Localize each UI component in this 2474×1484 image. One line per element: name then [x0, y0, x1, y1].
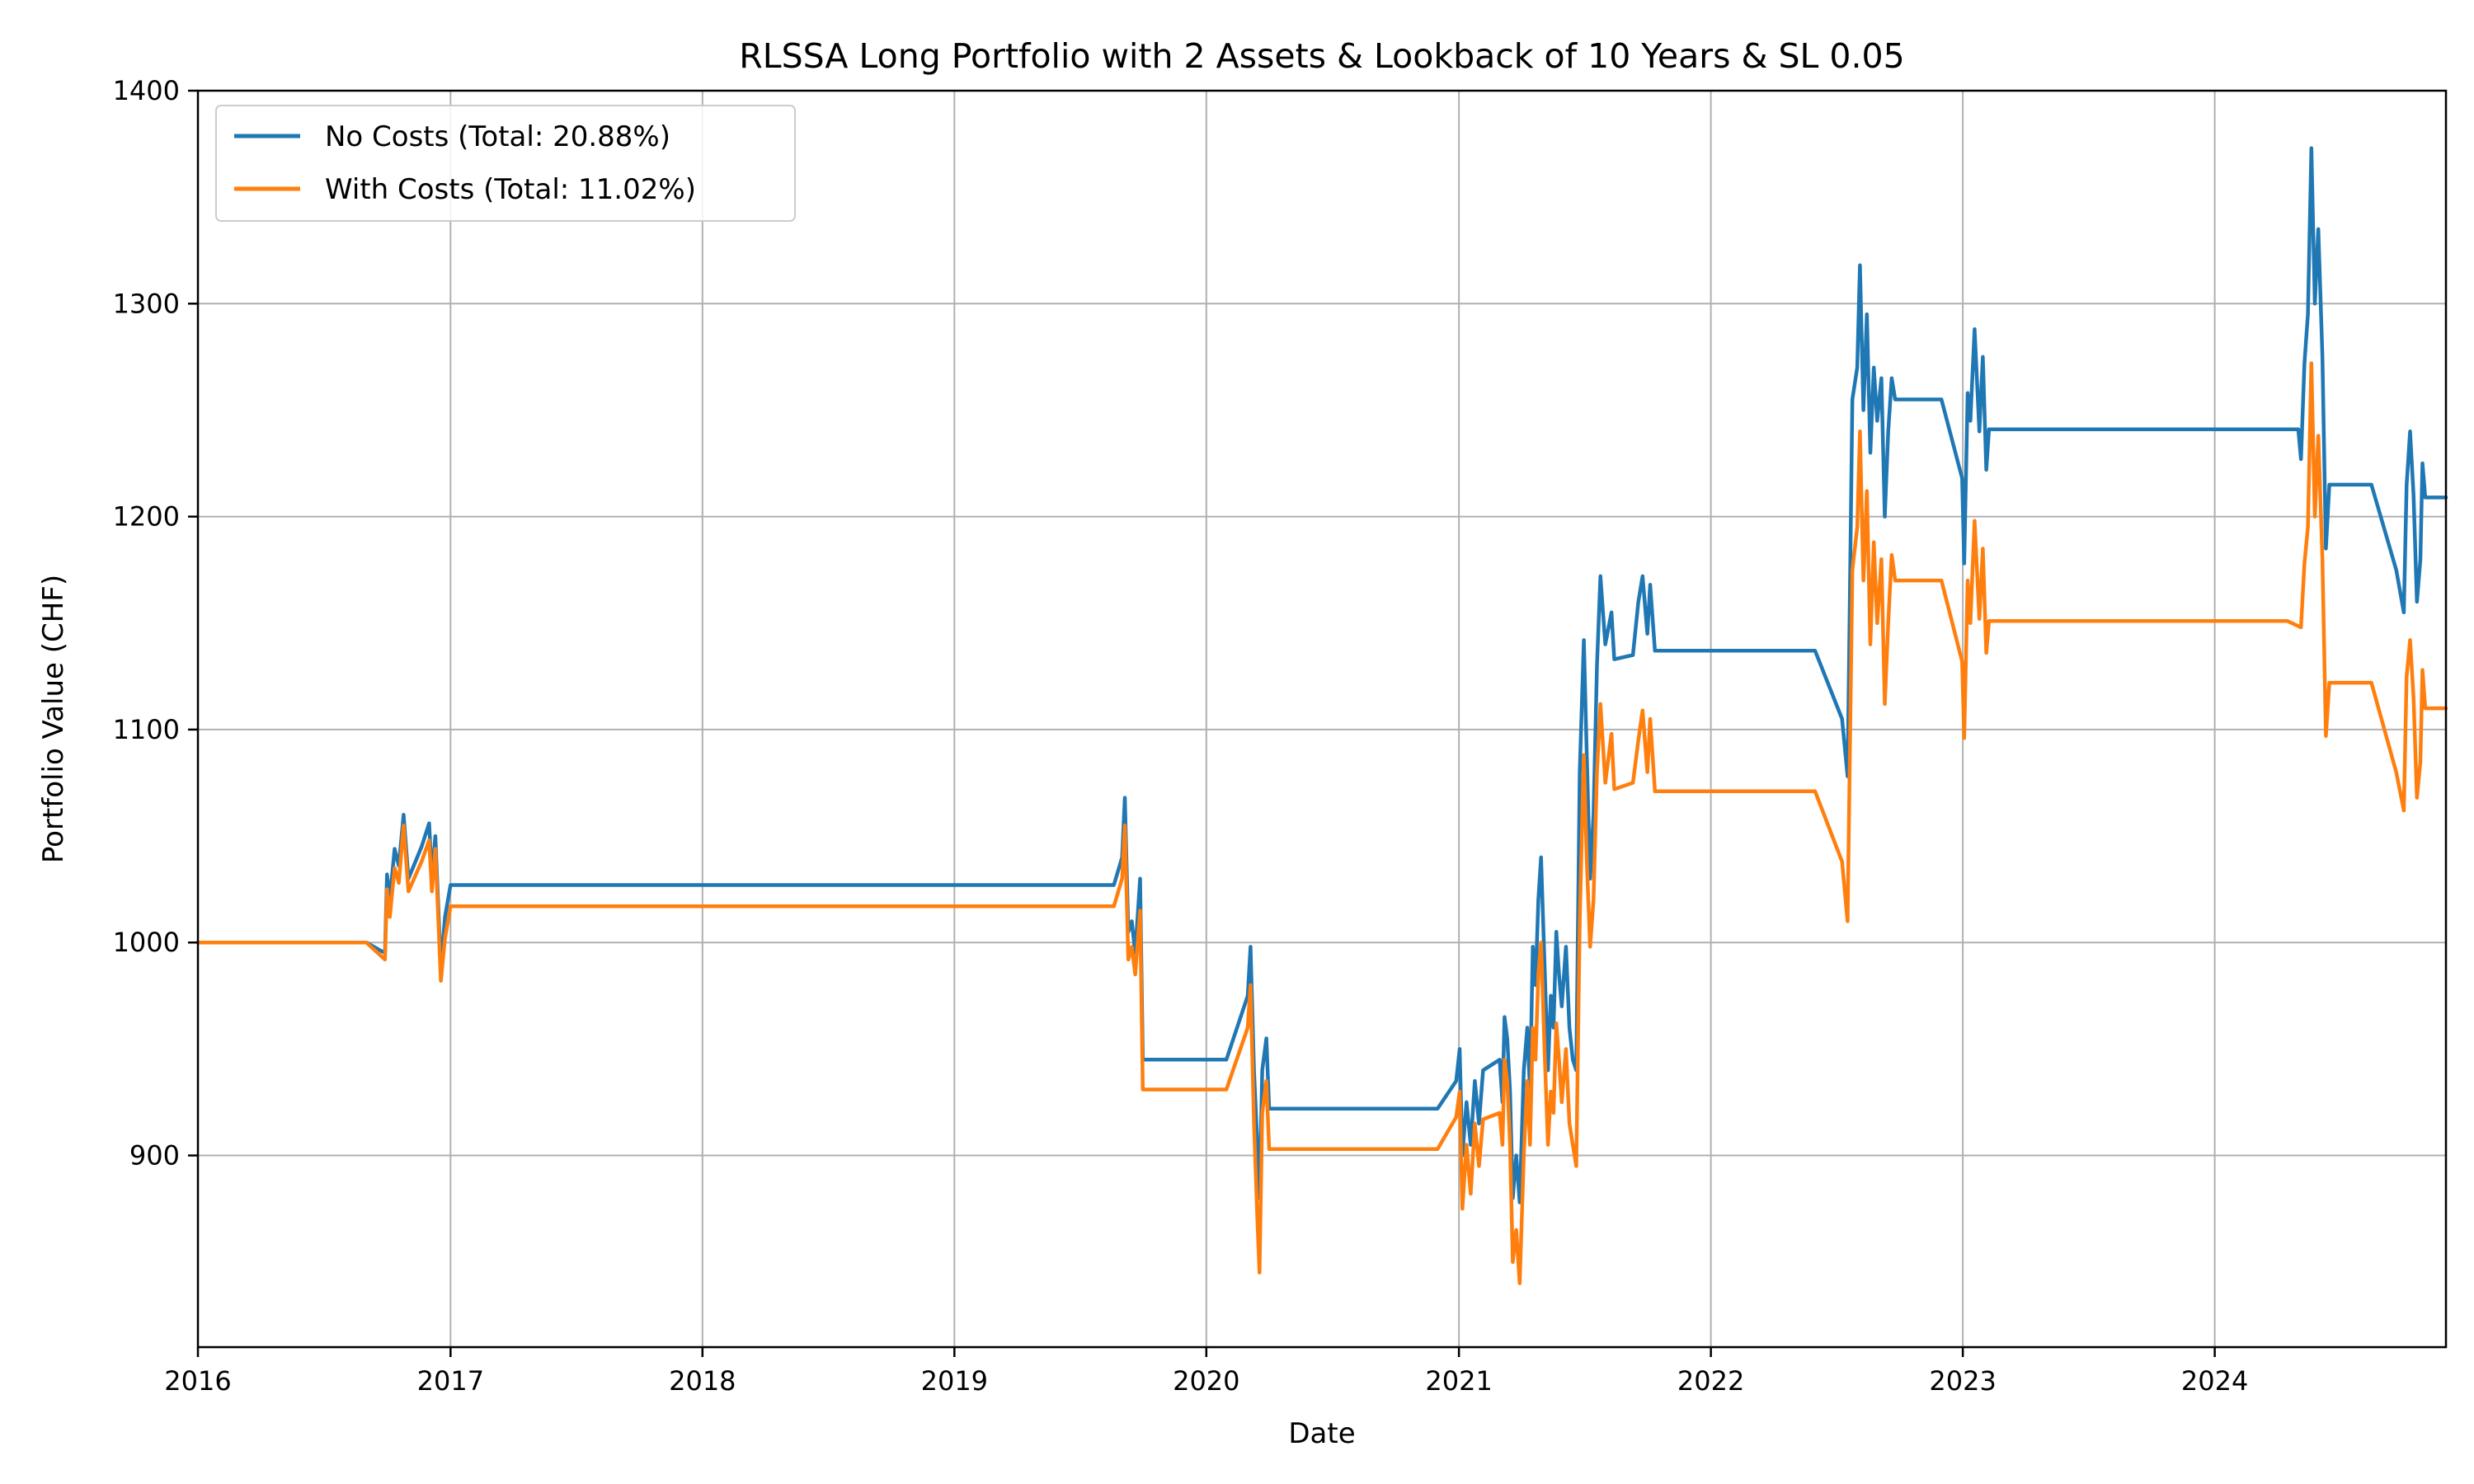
legend: No Costs (Total: 20.88%) With Costs (Tot…: [215, 105, 796, 222]
legend-box: [215, 105, 796, 222]
x-tick-label: 2023: [1929, 1365, 1996, 1397]
legend-label-with-costs: With Costs (Total: 11.02%): [325, 173, 696, 206]
x-tick-label: 2018: [669, 1365, 736, 1397]
series-line-with-costs: [195, 361, 2448, 1285]
x-tick-label: 2021: [1425, 1365, 1492, 1397]
x-axis-title: Date: [1288, 1417, 1355, 1450]
x-axis: 2016 2017 2018 2019 2020 2021 2022 2023 2024: [164, 1347, 2248, 1397]
x-tick-label: 2019: [921, 1365, 988, 1397]
x-tick-label: 2024: [2181, 1365, 2248, 1397]
y-tick-label: 1300: [113, 288, 180, 319]
y-tick-label: 1100: [113, 714, 180, 745]
y-axis-title: Portfolio Value (CHF): [37, 575, 70, 863]
y-tick-label: 1400: [113, 75, 180, 106]
y-tick-label: 1200: [113, 501, 180, 533]
series-line-no-costs: [195, 146, 2448, 1205]
x-tick-label: 2017: [417, 1365, 484, 1397]
grid-lines: [197, 90, 2446, 1347]
x-tick-label: 2022: [1677, 1365, 1744, 1397]
y-tick-label: 900: [129, 1140, 180, 1172]
x-tick-label: 2020: [1173, 1365, 1239, 1397]
plot-frame: [196, 89, 2448, 1349]
y-tick-label: 1000: [113, 927, 180, 958]
x-tick-label: 2016: [164, 1365, 231, 1397]
legend-label-no-costs: No Costs (Total: 20.88%): [325, 120, 670, 153]
y-axis: 900 1000 1100 1200 1300 1400: [113, 75, 198, 1172]
chart-title: RLSSA Long Portfolio with 2 Assets & Loo…: [739, 36, 1904, 76]
series-layer: [195, 146, 2448, 1285]
